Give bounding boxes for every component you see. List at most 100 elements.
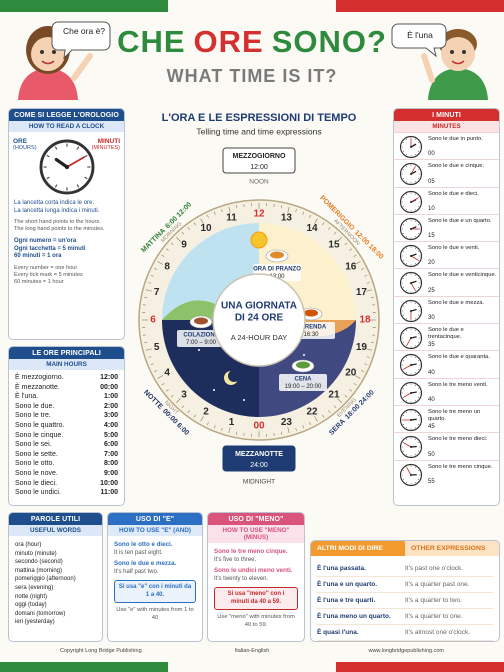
panel-subtitle: MAIN HOURS: [9, 359, 124, 370]
clock-tick: [417, 451, 420, 453]
text-line: La lancetta corta indica le ore.: [14, 200, 95, 206]
dial-tick: [150, 274, 154, 277]
meal-label: CENA: [294, 377, 312, 383]
hour-number: 15: [328, 240, 340, 251]
other-title-en: OTHER EXPRESSIONS: [405, 541, 499, 556]
clock-tick: [402, 442, 405, 444]
clock-tick: [402, 314, 405, 316]
clock-tick: [406, 329, 408, 332]
example-en: It is ten past eight.: [114, 550, 163, 556]
hour-time: 6:00: [103, 441, 118, 449]
hour-number: 1: [229, 417, 235, 428]
clock-center: [410, 227, 412, 230]
clock: [39, 139, 95, 195]
hour-phrase: Sono le quattro.: [15, 421, 65, 429]
clock-tick: [406, 235, 408, 238]
hour-phrase: Sono le sei.: [15, 441, 52, 449]
dial-tick: [366, 289, 373, 292]
useful-words-panel: PAROLE UTILI USEFUL WORDS ora (hour) minuto…: [8, 512, 103, 642]
examples: Sono le tre meno cinque. It's five to thr…: [208, 543, 304, 634]
hour-time: 2:00: [103, 402, 118, 410]
minute-number: 50: [428, 451, 435, 458]
clock-tick: [402, 414, 405, 417]
dial-tick: [309, 214, 312, 218]
other-it: È l'una meno un quarto.: [317, 613, 391, 620]
clock-tick: [402, 205, 405, 207]
clock: [399, 354, 423, 377]
minute-number: 15: [428, 233, 435, 240]
clock-tick: [402, 305, 405, 307]
hour-number: 7: [154, 287, 160, 298]
clock-tick: [76, 184, 80, 188]
sun: [250, 231, 268, 249]
hour-phrase: Sono le due.: [15, 402, 55, 410]
clock-tick: [402, 287, 405, 289]
clock: [399, 163, 423, 186]
hour-time: 10:00: [100, 479, 118, 487]
minute-number: 45: [428, 424, 435, 431]
clock-tick: [417, 396, 420, 398]
minute-phrase: Sono le due in punto.: [428, 136, 483, 142]
speech-text: Che ora è?: [62, 26, 106, 36]
minute-hand: [410, 197, 419, 202]
hour-number: 3: [181, 390, 187, 401]
word: oggi (today): [15, 602, 47, 609]
use_e-panel: USO DI "E" HOW TO USE "E" (AND) Sono le ot…: [107, 512, 203, 642]
dial-tick: [322, 414, 325, 418]
clock-tick: [84, 154, 88, 158]
minute-phrase: Sono le tre meno venti.: [428, 381, 488, 388]
midnight-time: 24:00: [250, 462, 268, 469]
dial-tick: [153, 370, 157, 373]
word: sera (evening): [15, 584, 54, 591]
other-list: È l'una passata. It's past one o'clock. È …: [311, 556, 499, 641]
hour-row: Sono le dieci. 10:00: [15, 479, 118, 489]
clock-tick: [406, 454, 408, 456]
clock-tick: [54, 184, 58, 188]
dial-tick: [309, 422, 312, 426]
minute-hand: [410, 283, 416, 291]
text-line: La lancetta lunga indica i minuti.: [14, 207, 100, 214]
clock-tick: [414, 181, 416, 183]
hour-number: 2: [203, 406, 209, 417]
dial-tick: [157, 261, 164, 265]
dial-tick: [361, 370, 365, 373]
clock-tick: [414, 235, 416, 238]
panel-title: LE ORE PRINCIPALI: [9, 347, 124, 359]
dial-tick: [344, 242, 348, 246]
dial-tick: [193, 222, 196, 226]
clock-tick: [417, 150, 420, 152]
text-line: Every tick mark = 5 minutes: [14, 271, 83, 278]
clock-tick: [414, 372, 416, 374]
clock-tick: [406, 357, 408, 359]
minute-phrase: Sono le due e trentacinque.: [428, 327, 464, 340]
clock: [399, 381, 423, 404]
wheel-title: L'ORA E LE ESPRESSIONI DI TEMPO: [162, 112, 357, 124]
meal-label: COLAZIONE: [183, 333, 218, 339]
clock-tick: [417, 414, 420, 417]
clock-tick: [402, 341, 405, 344]
minute-row: Sono le due e mezza. 30: [394, 295, 499, 323]
minute-hand: [406, 467, 412, 475]
other-row: È l'una e tre quarti. It's a quarter to t…: [317, 593, 493, 609]
hour-number: 4: [164, 368, 170, 379]
hour-phrase: È l'una.: [15, 393, 39, 401]
dial-tick: [364, 274, 368, 277]
clock-tick: [402, 142, 405, 144]
clock-tick: [414, 247, 416, 250]
dial-tick: [354, 375, 361, 379]
noon-time: 12:00: [250, 164, 268, 171]
text-line: Every number = one hour: [14, 264, 78, 271]
dial-tick: [344, 394, 348, 398]
minute-row: Sono le tre meno venti. 40: [394, 377, 499, 405]
minute-hand: [403, 442, 412, 448]
dial-tick: [165, 389, 169, 392]
dial-tick: [370, 341, 374, 344]
hour-phrase: Sono le nove.: [15, 469, 58, 477]
clock-center: [410, 309, 412, 312]
star: [198, 349, 200, 351]
hour-phrase: Sono le dieci.: [15, 479, 58, 487]
dial-tick: [221, 427, 223, 431]
clock-tick: [417, 369, 420, 371]
hour-number: 9: [181, 240, 187, 251]
hours-label: ORE: [13, 138, 28, 145]
